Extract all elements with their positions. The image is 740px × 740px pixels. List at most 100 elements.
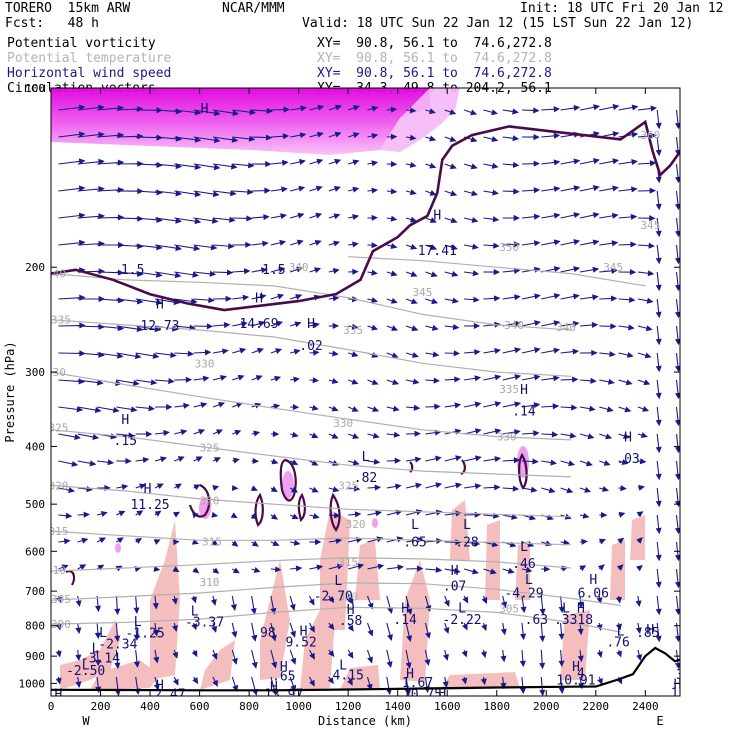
vector-head bbox=[213, 137, 221, 144]
extremum-label: .01 bbox=[52, 696, 75, 711]
vector-head bbox=[392, 379, 400, 385]
vector-head bbox=[631, 131, 639, 138]
vector-head bbox=[414, 430, 421, 437]
extremum-label: L bbox=[525, 573, 533, 588]
vector-head bbox=[534, 293, 541, 300]
vector-head bbox=[631, 104, 639, 111]
vector-head bbox=[173, 539, 180, 546]
extremum-label: 14.69 bbox=[239, 317, 278, 332]
extremum-label: 6.06 bbox=[578, 586, 609, 601]
vector-head bbox=[474, 349, 481, 356]
vector-head bbox=[334, 104, 343, 111]
vector-head bbox=[352, 459, 360, 466]
vector-head bbox=[295, 266, 303, 273]
vector-head bbox=[387, 634, 393, 642]
vector-head bbox=[429, 217, 437, 223]
vector-head bbox=[190, 596, 197, 604]
extremum-label: .07 bbox=[443, 580, 466, 595]
vector-head bbox=[136, 325, 144, 332]
vector-head bbox=[449, 136, 457, 142]
extremum-label: .3318 bbox=[554, 613, 593, 628]
vector-head bbox=[395, 483, 402, 490]
x-tick-label: 1000 bbox=[285, 700, 312, 713]
theta-label: 330 bbox=[333, 417, 353, 430]
vector-head bbox=[566, 487, 574, 494]
vector-head bbox=[216, 429, 224, 435]
vector-head bbox=[491, 109, 499, 116]
vector-head bbox=[539, 662, 546, 670]
vector-head bbox=[655, 554, 662, 562]
vector-head bbox=[655, 635, 662, 643]
theta-contour-320 bbox=[51, 484, 572, 518]
vector-head bbox=[154, 326, 162, 333]
y-tick-label: 400 bbox=[25, 440, 45, 453]
vector-head bbox=[563, 539, 570, 546]
vector-head bbox=[572, 376, 579, 383]
vector-head bbox=[96, 379, 104, 386]
vector-head bbox=[452, 297, 459, 304]
vector-head bbox=[331, 433, 339, 439]
vector-head bbox=[61, 564, 69, 571]
vector-head bbox=[372, 406, 380, 412]
vector-head bbox=[98, 158, 105, 165]
vector-head bbox=[335, 537, 343, 544]
vector-head bbox=[251, 661, 258, 669]
vector-head bbox=[71, 460, 79, 467]
vector-head bbox=[175, 163, 183, 170]
x-tick-label: 400 bbox=[140, 700, 160, 713]
extremum-label: H bbox=[255, 292, 263, 307]
vector-head bbox=[208, 297, 215, 304]
vector-head bbox=[431, 324, 439, 331]
vector-head bbox=[202, 375, 210, 382]
vector-head bbox=[352, 214, 360, 220]
vector-head bbox=[210, 599, 217, 606]
vector-head bbox=[558, 633, 565, 641]
vector-head bbox=[471, 190, 479, 197]
vector-head bbox=[434, 403, 441, 410]
vector-head bbox=[309, 625, 315, 633]
theta-label: 315 bbox=[202, 536, 222, 549]
vector-head bbox=[75, 681, 82, 689]
vector-head bbox=[553, 375, 560, 382]
vector-head bbox=[172, 624, 178, 632]
vector-head bbox=[280, 213, 288, 220]
vector-head bbox=[316, 158, 324, 165]
vector-head bbox=[628, 324, 635, 331]
theta-label: 340 bbox=[556, 321, 576, 334]
vector-head bbox=[674, 230, 680, 238]
theta-contour-305 bbox=[51, 582, 621, 607]
vector-head bbox=[493, 242, 500, 249]
vector-head bbox=[455, 482, 463, 489]
vector-head bbox=[333, 213, 341, 220]
vector-head bbox=[354, 511, 362, 518]
vector-head bbox=[172, 566, 180, 573]
vector-head bbox=[333, 186, 341, 192]
vector-head bbox=[628, 296, 636, 303]
vector-head bbox=[655, 446, 662, 454]
y-tick-label: 700 bbox=[25, 585, 45, 598]
vector-head bbox=[262, 240, 269, 247]
vector-head bbox=[606, 406, 614, 413]
vector-head bbox=[371, 105, 379, 112]
vector-head bbox=[155, 299, 163, 306]
extremum-label: H bbox=[121, 413, 129, 428]
vector-head bbox=[315, 212, 323, 219]
vector-head bbox=[491, 162, 499, 169]
vector-head bbox=[573, 293, 580, 300]
extremum-label: H bbox=[577, 601, 585, 616]
vector-head bbox=[493, 269, 501, 276]
vector-head bbox=[409, 189, 417, 196]
vector-head bbox=[674, 122, 680, 130]
vector-head bbox=[480, 678, 487, 686]
vector-head bbox=[494, 484, 501, 491]
forecast-hour: Fcst: 48 h bbox=[5, 16, 99, 31]
vector-head bbox=[175, 217, 183, 224]
vector-head bbox=[371, 269, 378, 276]
vector-head bbox=[275, 348, 283, 355]
vector-head bbox=[410, 216, 418, 223]
vector-head bbox=[435, 566, 443, 573]
vector-head bbox=[655, 284, 662, 292]
theta-label: 340 bbox=[289, 261, 309, 274]
vector-head bbox=[474, 483, 482, 490]
